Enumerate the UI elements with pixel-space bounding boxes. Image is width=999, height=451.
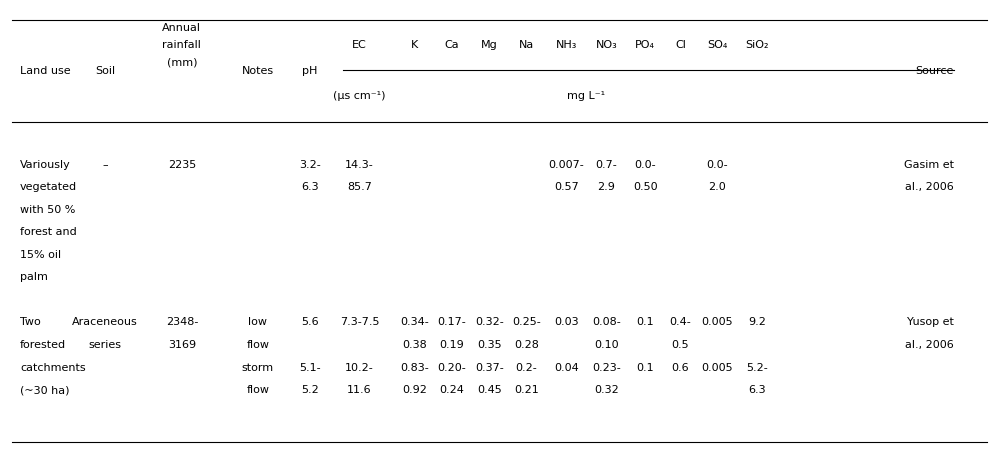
- Text: Variously: Variously: [20, 160, 71, 170]
- Text: 0.92: 0.92: [403, 385, 427, 395]
- Text: 0.28: 0.28: [514, 340, 538, 350]
- Text: PO₄: PO₄: [635, 40, 655, 50]
- Text: forested: forested: [20, 340, 66, 350]
- Text: EC: EC: [353, 40, 367, 50]
- Text: 5.2-: 5.2-: [746, 363, 768, 373]
- Text: 0.08-: 0.08-: [592, 318, 620, 327]
- Text: 5.2: 5.2: [301, 385, 319, 395]
- Text: rainfall: rainfall: [163, 40, 201, 50]
- Text: 0.17-: 0.17-: [438, 318, 466, 327]
- Text: Yusop et: Yusop et: [907, 318, 954, 327]
- Text: 3169: 3169: [168, 340, 196, 350]
- Text: 0.35: 0.35: [478, 340, 501, 350]
- Text: 0.32-: 0.32-: [476, 318, 503, 327]
- Text: 0.6: 0.6: [671, 363, 689, 373]
- Text: 0.37-: 0.37-: [476, 363, 503, 373]
- Text: 0.4-: 0.4-: [669, 318, 691, 327]
- Text: 85.7: 85.7: [348, 182, 372, 192]
- Text: al., 2006: al., 2006: [905, 340, 954, 350]
- Text: K: K: [411, 40, 419, 50]
- Text: 0.34-: 0.34-: [401, 318, 429, 327]
- Text: 10.2-: 10.2-: [346, 363, 374, 373]
- Text: Notes: Notes: [242, 66, 274, 76]
- Text: Annual: Annual: [162, 23, 202, 33]
- Text: 2348-: 2348-: [166, 318, 198, 327]
- Text: catchments: catchments: [20, 363, 86, 373]
- Text: 0.25-: 0.25-: [512, 318, 540, 327]
- Text: flow: flow: [246, 340, 270, 350]
- Text: 0.38: 0.38: [403, 340, 427, 350]
- Text: 0.03: 0.03: [554, 318, 578, 327]
- Text: 0.50: 0.50: [633, 182, 657, 192]
- Text: SO₄: SO₄: [707, 40, 727, 50]
- Text: al., 2006: al., 2006: [905, 182, 954, 192]
- Text: series: series: [88, 340, 122, 350]
- Text: 0.10: 0.10: [594, 340, 618, 350]
- Text: 0.005: 0.005: [701, 318, 733, 327]
- Text: 6.3: 6.3: [748, 385, 766, 395]
- Text: 2.9: 2.9: [597, 182, 615, 192]
- Text: 0.19: 0.19: [440, 340, 464, 350]
- Text: Ca: Ca: [445, 40, 459, 50]
- Text: (~30 ha): (~30 ha): [20, 385, 70, 395]
- Text: flow: flow: [246, 385, 270, 395]
- Text: 2235: 2235: [168, 160, 196, 170]
- Text: NO₃: NO₃: [595, 40, 617, 50]
- Text: Gasim et: Gasim et: [904, 160, 954, 170]
- Text: 0.2-: 0.2-: [515, 363, 537, 373]
- Text: mg L⁻¹: mg L⁻¹: [566, 91, 605, 101]
- Text: Mg: Mg: [482, 40, 498, 50]
- Text: 6.3: 6.3: [301, 182, 319, 192]
- Text: 0.20-: 0.20-: [438, 363, 466, 373]
- Text: Na: Na: [518, 40, 534, 50]
- Text: 0.57: 0.57: [554, 182, 578, 192]
- Text: Soil: Soil: [95, 66, 115, 76]
- Text: 0.0-: 0.0-: [706, 160, 728, 170]
- Text: SiO₂: SiO₂: [745, 40, 769, 50]
- Text: 0.21: 0.21: [514, 385, 538, 395]
- Text: palm: palm: [20, 272, 48, 282]
- Text: 0.1: 0.1: [636, 318, 654, 327]
- Text: 9.2: 9.2: [748, 318, 766, 327]
- Text: 3.2-: 3.2-: [299, 160, 321, 170]
- Text: 0.1: 0.1: [636, 363, 654, 373]
- Text: 0.7-: 0.7-: [595, 160, 617, 170]
- Text: 0.007-: 0.007-: [548, 160, 584, 170]
- Text: 0.24: 0.24: [440, 385, 464, 395]
- Text: Araceneous: Araceneous: [72, 318, 138, 327]
- Text: –: –: [102, 160, 108, 170]
- Text: 5.1-: 5.1-: [299, 363, 321, 373]
- Text: forest and: forest and: [20, 227, 77, 237]
- Text: storm: storm: [242, 363, 274, 373]
- Text: 0.5: 0.5: [671, 340, 689, 350]
- Text: 0.23-: 0.23-: [592, 363, 620, 373]
- Text: with 50 %: with 50 %: [20, 205, 75, 215]
- Text: NH₃: NH₃: [555, 40, 577, 50]
- Text: Two: Two: [20, 318, 41, 327]
- Text: 15% oil: 15% oil: [20, 250, 61, 260]
- Text: 0.32: 0.32: [594, 385, 618, 395]
- Text: (mm): (mm): [167, 57, 197, 67]
- Text: 0.0-: 0.0-: [634, 160, 656, 170]
- Text: Land use: Land use: [20, 66, 71, 76]
- Text: Source: Source: [916, 66, 954, 76]
- Text: 7.3-7.5: 7.3-7.5: [340, 318, 380, 327]
- Text: 0.83-: 0.83-: [401, 363, 429, 373]
- Text: (μs cm⁻¹): (μs cm⁻¹): [334, 91, 386, 101]
- Text: vegetated: vegetated: [20, 182, 77, 192]
- Text: 0.04: 0.04: [554, 363, 578, 373]
- Text: 0.005: 0.005: [701, 363, 733, 373]
- Text: 2.0: 2.0: [708, 182, 726, 192]
- Text: pH: pH: [302, 66, 318, 76]
- Text: Cl: Cl: [675, 40, 685, 50]
- Text: 14.3-: 14.3-: [346, 160, 374, 170]
- Text: 5.6: 5.6: [301, 318, 319, 327]
- Text: 0.45: 0.45: [478, 385, 501, 395]
- Text: 11.6: 11.6: [348, 385, 372, 395]
- Text: low: low: [248, 318, 268, 327]
